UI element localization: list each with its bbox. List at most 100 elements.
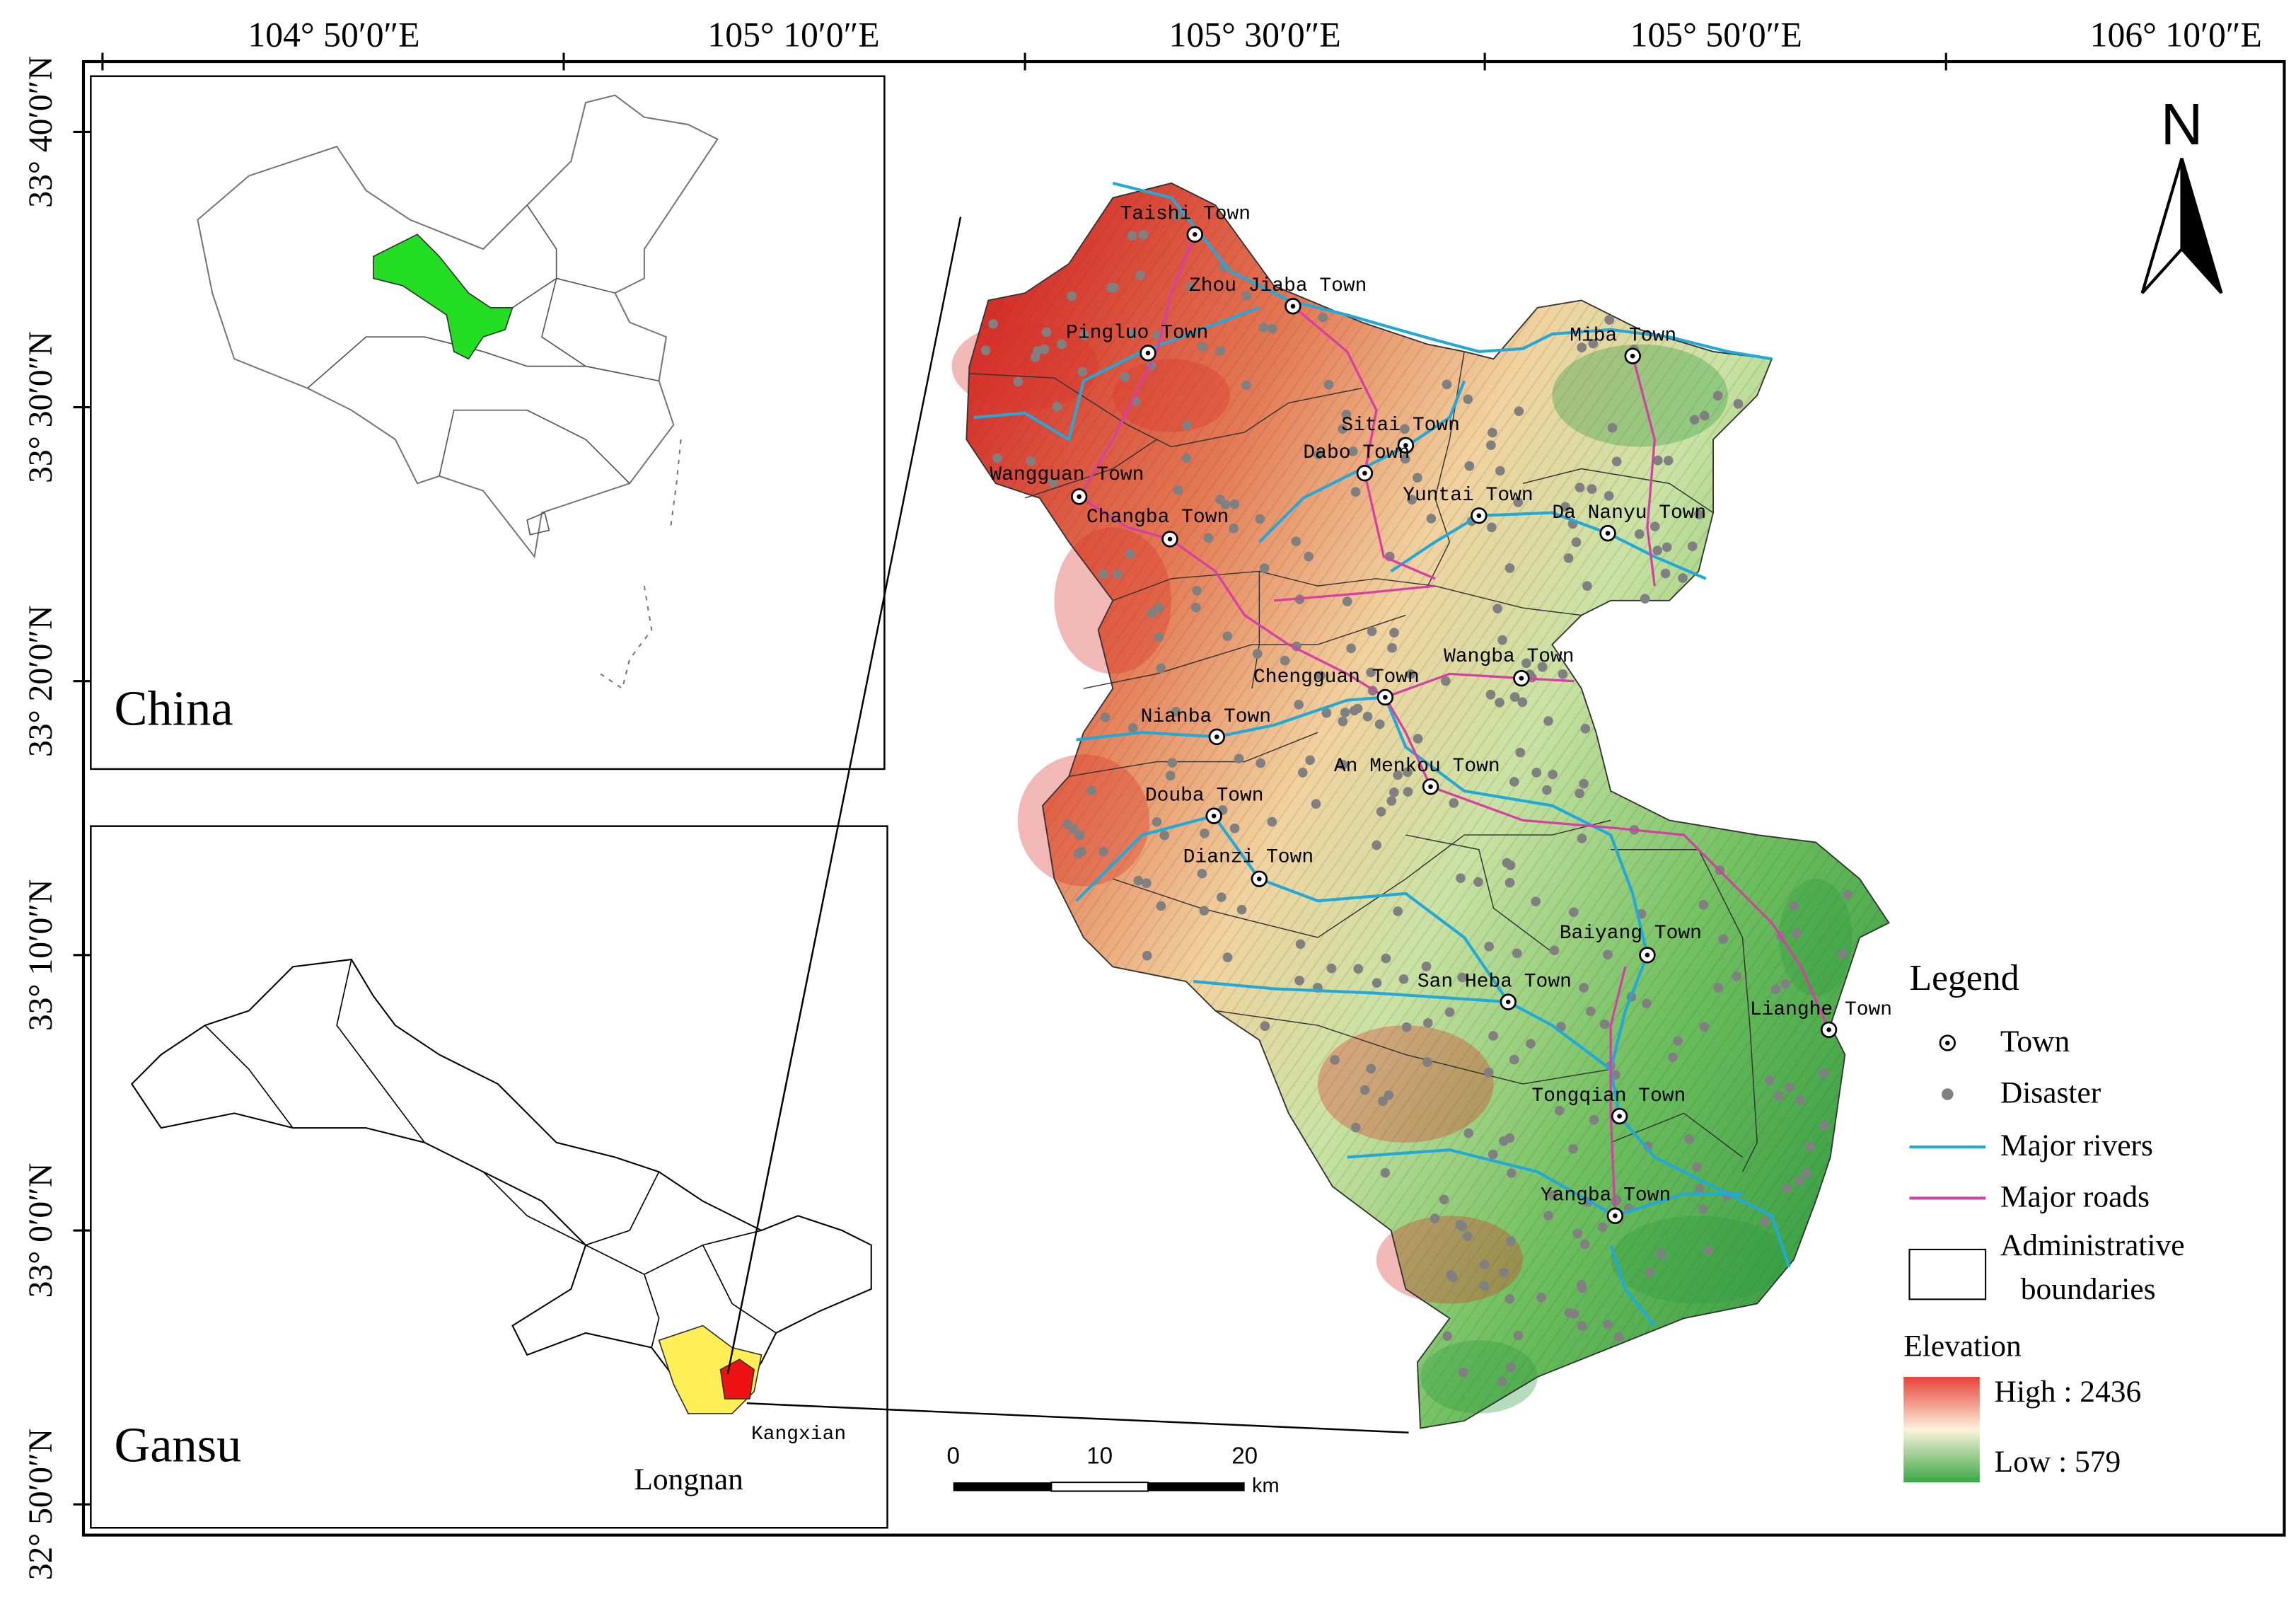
disaster-point (1656, 1249, 1666, 1259)
disaster-point (1260, 1021, 1270, 1032)
admin-boundary (969, 373, 1362, 448)
disaster-point (1698, 1204, 1708, 1214)
disaster-point (1780, 979, 1790, 989)
disaster-point (1464, 461, 1475, 471)
disaster-point (1442, 379, 1452, 390)
town-marker (1290, 304, 1296, 309)
disaster-point (1484, 941, 1494, 952)
disaster-point (1531, 896, 1541, 906)
disaster-point (1587, 484, 1597, 494)
town-marker (1428, 784, 1433, 790)
disaster-point (1509, 1054, 1519, 1065)
disaster-point (1439, 1194, 1449, 1205)
disaster-point (1403, 787, 1413, 797)
longitude-label: 105° 50′0″E (1630, 15, 1802, 54)
disaster-point (1485, 440, 1496, 451)
disaster-point (1575, 788, 1584, 799)
disaster-point (1381, 953, 1391, 964)
disaster-point (1819, 1068, 1829, 1078)
disaster-point (1100, 712, 1111, 722)
major-river (1193, 980, 1509, 1004)
legend-title: Legend (1909, 958, 2019, 998)
disaster-point (1577, 1321, 1587, 1331)
town-marker (1826, 1027, 1831, 1032)
disaster-point (1568, 907, 1579, 918)
disaster-point (1422, 1018, 1433, 1028)
disaster-point (1703, 1245, 1714, 1256)
town-label: Yangba Town (1541, 1185, 1671, 1207)
scale-unit: km (1252, 1475, 1280, 1497)
disaster-point (1314, 449, 1324, 460)
scale-bar (953, 1482, 1245, 1492)
lowland-patch (1779, 879, 1853, 996)
disaster-point (1067, 291, 1077, 301)
disaster-point (1389, 628, 1399, 638)
legend-item: Major roads (2000, 1180, 2150, 1214)
town-label: Taishi Town (1120, 204, 1251, 226)
disaster-point (1258, 323, 1269, 333)
town-label: Wangba Town (1444, 646, 1574, 668)
town-marker (1630, 353, 1635, 359)
disaster-point (1156, 901, 1166, 911)
disaster-point (1514, 406, 1524, 417)
disaster-point (1259, 563, 1270, 573)
disaster-point (1074, 830, 1085, 841)
disaster-point (1543, 1211, 1553, 1221)
disaster-point (1442, 1331, 1453, 1342)
disaster-point (1447, 1272, 1458, 1283)
disaster-point (1691, 1162, 1702, 1172)
gansu-label: Gansu (114, 1418, 241, 1473)
disaster-point (1393, 906, 1403, 916)
disaster-point (1098, 569, 1108, 579)
disaster-point (1241, 380, 1251, 391)
disaster-point (1401, 1022, 1412, 1032)
disaster-point (1388, 787, 1399, 797)
disaster-point (1203, 533, 1214, 543)
disaster-point (1229, 499, 1240, 509)
major-river (1258, 380, 1466, 543)
disaster-point (1506, 1362, 1516, 1373)
disaster-point (1819, 1120, 1830, 1131)
disaster-point (1463, 394, 1473, 405)
town-label: Tongqian Town (1531, 1085, 1686, 1107)
disaster-point (1497, 1376, 1507, 1387)
disaster-point (1402, 767, 1413, 778)
disaster-point (1367, 626, 1377, 637)
disaster-point (1133, 875, 1144, 886)
disaster-point (1441, 676, 1451, 686)
disaster-point (1413, 473, 1422, 483)
legend: Legend Town Disaster Major rivers Major … (1903, 958, 2185, 1483)
disaster-point (1838, 949, 1848, 959)
disaster-point (1660, 568, 1671, 579)
disaster-point (1374, 719, 1385, 729)
disaster-point (1505, 860, 1516, 870)
disaster-point (1398, 974, 1409, 984)
disaster-point (1792, 928, 1802, 938)
disaster-point (1156, 663, 1166, 674)
disaster-point (1713, 983, 1723, 993)
longnan-label: Longnan (634, 1462, 743, 1496)
town-marker (1605, 531, 1611, 536)
disaster-point (1537, 662, 1548, 672)
disaster-point (1341, 410, 1352, 420)
disaster-point (1222, 631, 1233, 641)
disaster-point (1216, 892, 1227, 902)
disaster-point (1499, 1267, 1509, 1278)
disaster-point (1579, 1239, 1590, 1250)
disaster-point (1577, 342, 1587, 352)
callout-line (726, 217, 962, 1375)
disaster-point (1575, 483, 1585, 492)
disaster-point (1585, 1006, 1596, 1017)
latitude-label: 32° 50′0″N (23, 1429, 59, 1581)
disaster-point (1106, 282, 1117, 293)
disaster-point (1689, 415, 1700, 425)
disaster-point (1694, 509, 1704, 519)
disaster-point (1604, 491, 1614, 501)
disaster-point (1120, 371, 1130, 382)
disaster-point (1652, 546, 1663, 555)
disaster-point (980, 345, 991, 355)
town-label: Changba Town (1086, 507, 1229, 529)
lowland-patch (1552, 344, 1728, 447)
north-arrow (2180, 158, 2223, 294)
disaster-point (1509, 777, 1519, 787)
